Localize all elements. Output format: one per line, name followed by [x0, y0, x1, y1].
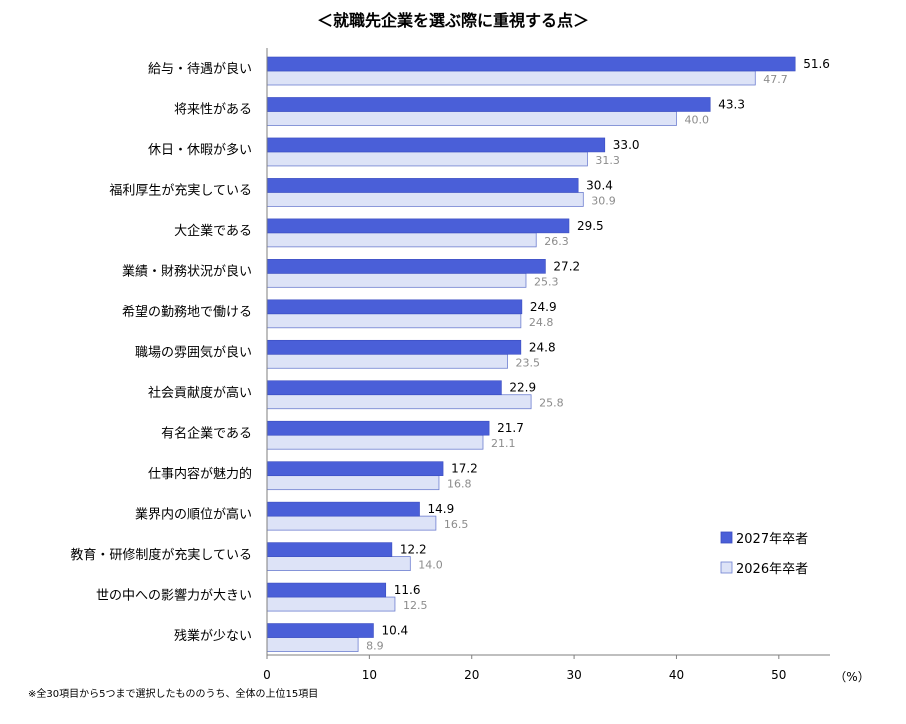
bar-2027	[266, 623, 374, 638]
legend-swatch	[720, 531, 733, 544]
data-label-2026: 8.9	[366, 640, 384, 653]
data-label-2027: 14.9	[428, 502, 455, 516]
data-label-2026: 16.8	[447, 478, 472, 491]
bar-2027	[266, 56, 796, 72]
bar-2026	[266, 111, 677, 126]
data-label-2026: 26.3	[544, 235, 569, 248]
bar-2027	[266, 582, 387, 598]
category-label: 給与・待遇が良い	[148, 61, 252, 77]
data-label-2027: 22.9	[509, 381, 536, 395]
category-label: 世の中への影響力が大きい	[96, 587, 252, 603]
bars-group: 給与・待遇が良い 51.6 47.7 将来性がある 43.3 40.0 休日・休暇が多い 33…	[70, 56, 830, 653]
bar-2026	[266, 353, 508, 369]
bar-2026	[266, 272, 527, 288]
bar-2026	[266, 191, 584, 207]
footnote: ※全30項目から5つまで選択したもののうち、全体の上位15項目	[28, 687, 318, 700]
category-label: 休日・休暇が多い	[148, 142, 252, 158]
data-label-2026: 30.9	[591, 194, 616, 207]
legend: 2027年卒者 2026年卒者	[720, 531, 808, 577]
legend-swatch	[720, 561, 733, 574]
bar-2026	[266, 70, 756, 86]
category-label: 有名企業である	[161, 425, 252, 441]
legend-entry: 2026年卒者	[736, 562, 808, 577]
data-label-2026: 16.5	[444, 518, 469, 531]
category-label: 業界内の順位が高い	[135, 506, 252, 522]
data-label-2027: 29.5	[577, 219, 604, 233]
category-label: 社会貢献度が高い	[148, 385, 252, 401]
data-label-2027: 10.4	[381, 624, 408, 638]
data-label-2026: 14.0	[418, 559, 443, 572]
data-label-2027: 30.4	[586, 178, 613, 192]
data-label-2026: 31.3	[595, 154, 620, 167]
data-label-2027: 24.8	[529, 340, 556, 354]
bar-2027	[266, 259, 546, 274]
data-label-2026: 23.5	[516, 356, 541, 369]
data-label-2026: 25.3	[534, 275, 559, 288]
bar-2026	[266, 596, 396, 612]
category-label: 残業が少ない	[174, 628, 252, 644]
data-label-2027: 21.7	[497, 421, 524, 435]
category-label: 福利厚生が充実している	[109, 183, 252, 199]
x-tick-label: 20	[464, 668, 479, 682]
data-label-2026: 24.8	[529, 316, 554, 329]
data-label-2026: 21.1	[491, 437, 516, 450]
chart-title: ＜就職先企業を選ぶ際に重視する点＞	[317, 11, 589, 30]
bar-2027	[266, 178, 579, 193]
x-tick-label: 0	[263, 668, 271, 682]
bar-2026	[266, 475, 440, 491]
category-label: 業績・財務状況が良い	[122, 264, 252, 280]
category-label: 希望の勤務地で働ける	[122, 304, 252, 320]
x-tick-label: 50	[771, 668, 786, 682]
category-label: 仕事内容が魅力的	[148, 466, 252, 482]
data-label-2027: 33.0	[613, 138, 640, 152]
bar-2026	[266, 556, 411, 571]
bar-2027	[266, 542, 393, 557]
bar-2027	[266, 501, 420, 517]
bar-2027	[266, 380, 502, 396]
legend-entry: 2027年卒者	[736, 532, 808, 547]
data-label-2027: 11.6	[394, 583, 421, 597]
x-tick-label: 10	[362, 668, 377, 682]
bar-2026	[266, 313, 522, 329]
category-label: 大企業である	[174, 223, 252, 239]
x-axis: 0 10 20 30 40 50	[263, 48, 830, 682]
category-label: 将来性がある	[174, 103, 252, 118]
data-label-2027: 17.2	[451, 462, 478, 476]
bar-2026	[266, 151, 588, 167]
bar-2026	[266, 434, 484, 450]
data-label-2026: 12.5	[403, 599, 428, 612]
bar-2026	[266, 394, 532, 410]
bar-2027	[266, 137, 606, 153]
bar-2026	[266, 637, 359, 652]
data-label-2027: 24.9	[530, 300, 557, 314]
bar-2027	[266, 299, 523, 315]
x-tick-label: 30	[566, 668, 581, 682]
data-label-2026: 47.7	[763, 73, 788, 86]
data-label-2026: 25.8	[539, 397, 564, 410]
bar-2026	[266, 232, 537, 248]
category-label: 職場の雰囲気が良い	[135, 345, 252, 361]
bar-2027	[266, 339, 522, 355]
bar-2027	[266, 218, 570, 234]
x-axis-unit: （%）	[834, 670, 869, 684]
x-tick-label: 40	[669, 668, 684, 682]
data-label-2026: 40.0	[684, 113, 709, 126]
bar-2027	[266, 461, 444, 476]
data-label-2027: 27.2	[553, 259, 580, 273]
bar-2026	[266, 515, 437, 531]
data-label-2027: 12.2	[400, 543, 427, 557]
category-label: 教育・研修制度が充実している	[70, 547, 252, 563]
bar-2027	[266, 420, 490, 436]
data-label-2027: 51.6	[803, 57, 830, 71]
bar-2027	[266, 97, 711, 112]
data-label-2027: 43.3	[718, 97, 745, 111]
